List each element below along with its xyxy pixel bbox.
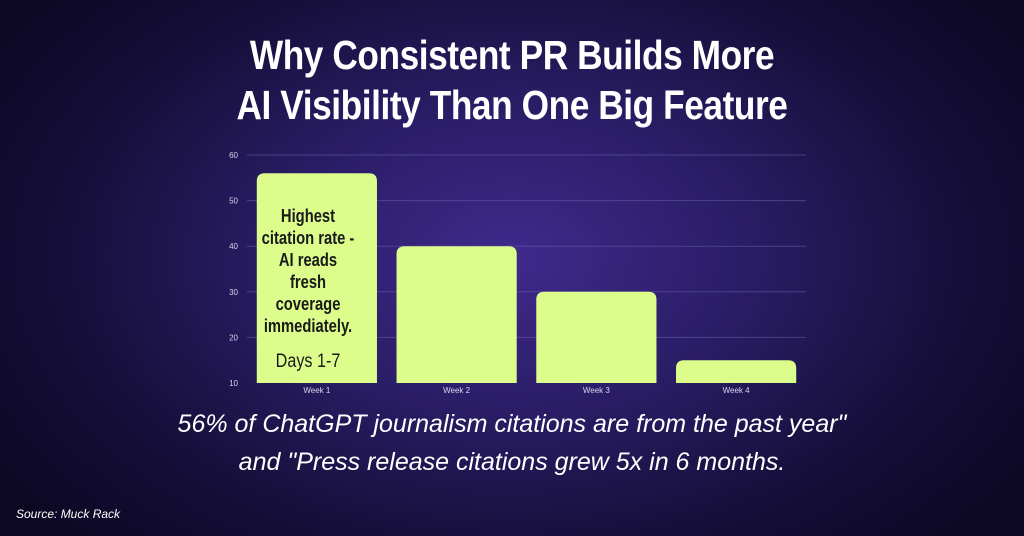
bar-week-3 [536, 291, 657, 383]
y-tick-label-30: 30 [229, 288, 238, 297]
y-tick-label-40: 40 [229, 242, 238, 251]
x-tick-label-4: Week 4 [723, 386, 751, 395]
bar-week-2 [396, 246, 517, 383]
y-tick-label-50: 50 [229, 197, 238, 206]
y-tick-label-10: 10 [229, 379, 238, 388]
bar-week-4 [676, 360, 797, 383]
stat-caption-line-1: 56% of ChatGPT journalism citations are … [177, 410, 847, 438]
week-1-annotation-days: Days 1-7 [275, 351, 341, 372]
chart-title: Why Consistent PR Builds More AI Visibil… [72, 30, 953, 130]
week-1-annotation: Highest citation rate - AI reads fresh c… [261, 206, 355, 336]
x-tick-label-1: Week 1 [303, 386, 331, 395]
source-note: Source: Muck Rack [16, 507, 121, 521]
chart-title-line-1: Why Consistent PR Builds More [249, 32, 775, 78]
stat-caption: 56% of ChatGPT journalism citations are … [0, 405, 1024, 481]
y-tick-label-20: 20 [229, 333, 238, 342]
stat-caption-line-2: and "Press release citations grew 5x in … [238, 448, 786, 476]
chart-title-line-2: AI Visibility Than One Big Feature [236, 82, 788, 128]
x-tick-label-3: Week 3 [583, 386, 611, 395]
bar-week-1 [256, 173, 377, 383]
y-tick-label-60: 60 [229, 151, 238, 160]
x-tick-label-2: Week 2 [443, 386, 471, 395]
